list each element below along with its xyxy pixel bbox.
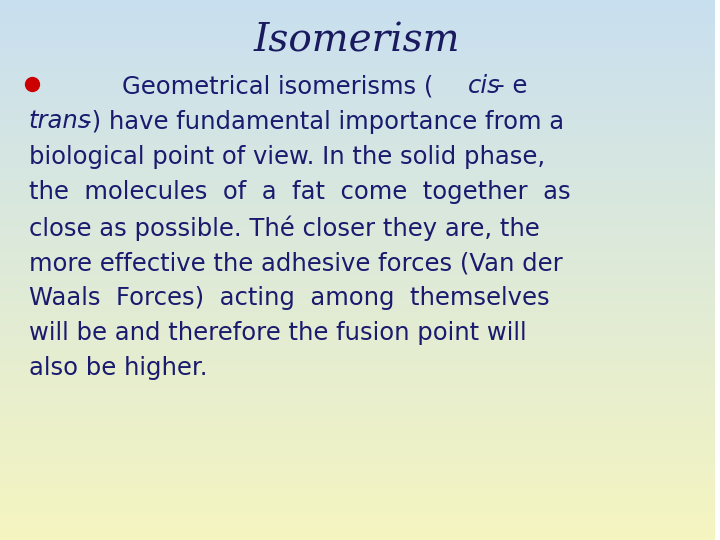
Text: trans: trans xyxy=(29,110,91,133)
Text: Waals  Forces)  acting  among  themselves: Waals Forces) acting among themselves xyxy=(29,286,549,310)
Text: will be and therefore the fusion point will: will be and therefore the fusion point w… xyxy=(29,321,526,345)
Text: also be higher.: also be higher. xyxy=(29,356,207,380)
Text: the  molecules  of  a  fat  come  together  as: the molecules of a fat come together as xyxy=(29,180,570,204)
Text: cis: cis xyxy=(468,75,500,98)
Text: -) have fundamental importance from a: -) have fundamental importance from a xyxy=(83,110,564,133)
Text: - e: - e xyxy=(496,75,528,98)
Text: biological point of view. In the solid phase,: biological point of view. In the solid p… xyxy=(29,145,545,168)
Text: close as possible. Thé closer they are, the: close as possible. Thé closer they are, … xyxy=(29,215,539,241)
Text: more effective the adhesive forces (Van der: more effective the adhesive forces (Van … xyxy=(29,252,562,275)
Text: Isomerism: Isomerism xyxy=(253,22,460,59)
Text: Geometrical isomerisms (: Geometrical isomerisms ( xyxy=(29,75,433,98)
